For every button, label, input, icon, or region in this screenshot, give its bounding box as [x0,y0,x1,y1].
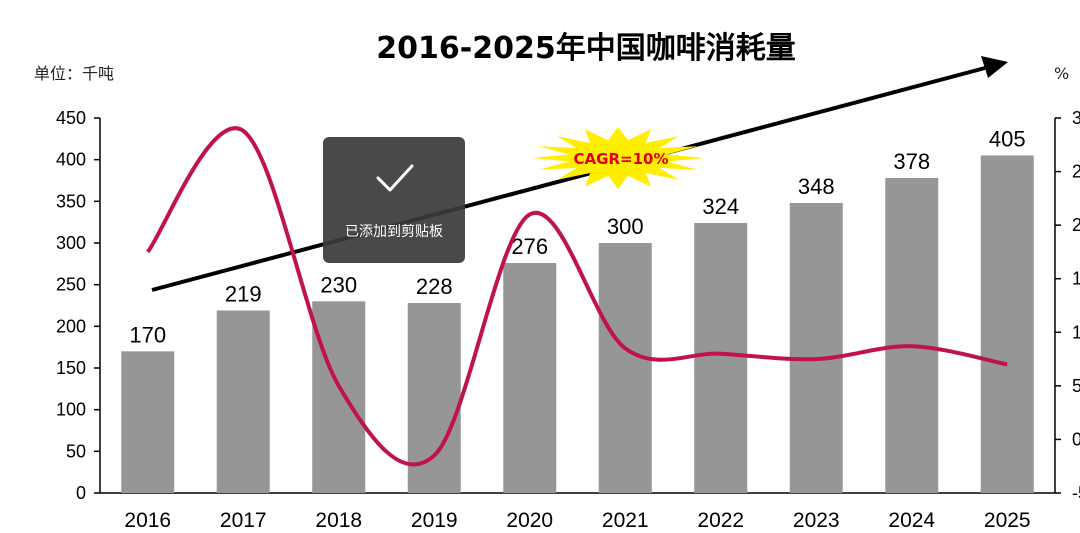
bar-value-labels: 170 219 230 228 276 300 324 348 378 405 [129,127,1025,348]
left-tick-label: 300 [56,233,86,253]
left-unit-label: 单位：千吨 [34,64,114,83]
x-tick-label: 2017 [220,509,267,532]
x-tick-label: 2020 [506,509,553,532]
bar [407,303,461,493]
right-tick-label: 10 [1072,322,1080,342]
x-axis-ticks: 2016 2017 2018 2019 2020 2021 2022 2023 2024 2025 [124,509,1030,532]
bar-value-label: 324 [702,194,739,219]
right-tick-label: 25 [1072,162,1080,182]
right-tick-label: 30 [1072,108,1080,128]
check-icon [376,164,414,192]
cagr-burst [532,127,704,189]
x-tick-label: 2023 [793,509,840,532]
bar [789,203,843,493]
cagr-label: CAGR=10% [574,150,669,168]
left-tick-label: 100 [56,400,86,420]
x-tick-label: 2018 [315,509,362,532]
bar [980,155,1034,493]
bar-value-label: 348 [798,174,835,199]
left-tick-label: 150 [56,358,86,378]
right-unit-label: % [1054,64,1069,83]
left-tick-label: 0 [76,483,86,503]
right-tick-label: -5 [1072,483,1080,503]
left-tick-label: 50 [66,441,86,461]
bar [312,301,366,493]
left-tick-label: 200 [56,316,86,336]
chart-title: 2016-2025年中国咖啡消耗量 [376,31,795,66]
toast-message: 已添加到剪贴板 [345,224,443,240]
right-tick-label: 20 [1072,215,1080,235]
bar-value-label: 170 [129,322,166,347]
bar-series [121,155,1034,493]
growth-rate-line [146,126,1008,467]
x-tick-label: 2019 [411,509,458,532]
bar-value-label: 276 [511,234,548,259]
x-tick-label: 2025 [984,509,1031,532]
right-tick-label: 0 [1072,429,1080,449]
bar-value-label: 219 [225,282,262,307]
x-tick-label: 2022 [697,509,744,532]
right-tick-label: 15 [1072,269,1080,289]
left-tick-label: 450 [56,108,86,128]
bar [503,263,557,493]
bar-value-label: 378 [893,149,930,174]
bar-value-label: 405 [989,127,1026,152]
clipboard-toast: 已添加到剪贴板 [323,137,465,263]
right-tick-label: 5 [1072,376,1080,396]
x-tick-label: 2024 [888,509,935,532]
left-tick-label: 350 [56,191,86,211]
bar [216,310,270,493]
bar [694,223,748,493]
bar-value-label: 228 [416,274,453,299]
bar [885,178,939,493]
bar-value-label: 300 [607,214,644,239]
right-axis: -5 0 5 10 15 20 25 30 [1054,108,1080,503]
bar-value-label: 230 [320,272,357,297]
x-tick-label: 2016 [124,509,171,532]
left-tick-label: 400 [56,150,86,170]
bar [598,243,652,493]
left-tick-label: 250 [56,275,86,295]
cagr-annotation: CAGR=10% [532,127,704,189]
x-tick-label: 2021 [602,509,649,532]
bar [121,351,175,493]
arrow-head [981,56,1008,78]
